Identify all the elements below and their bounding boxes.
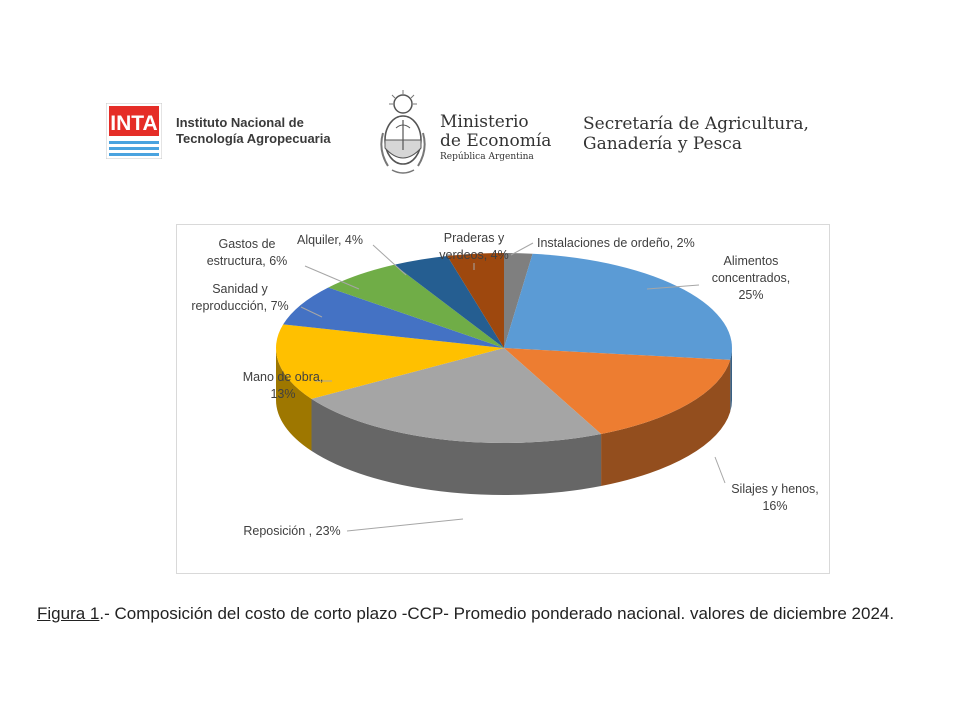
- pie-labels: Instalaciones de ordeño, 2% Alimentos conc…: [191, 231, 818, 538]
- pie-leader-alquiler-4: [372, 244, 407, 276]
- pie-slice-praderas-y-verdeos-4: [447, 253, 504, 348]
- pie-slice-instalaciones-de-ordeno-2: [504, 253, 533, 348]
- pie-chart: Instalaciones de ordeño, 2% Alimentos conc…: [176, 224, 830, 574]
- secretaria-line1: Secretaría de Agricultura,: [583, 114, 809, 134]
- figure-caption: Figura 1.- Composición del costo de cort…: [37, 600, 917, 628]
- secretaria-text: Secretaría de Agricultura, Ganadería y P…: [583, 114, 809, 154]
- pie-leader-reposicion-23: [346, 518, 464, 532]
- pie-sides: [276, 348, 732, 495]
- pie-label-instalaciones-de-ordeno-2: Instalaciones de ordeño, 2%: [537, 236, 695, 250]
- pie-label-alimentos-concentrados-25: Alimentos concentrados, 25%: [712, 254, 791, 302]
- pie-slice-reposicion-23: [311, 348, 602, 443]
- ministerio-title-line1: Ministerio: [440, 112, 529, 132]
- pie-slice-sanidad-y-reproduccion-7: [283, 287, 504, 348]
- pie-leader-instalaciones-de-ordeno-2: [510, 242, 534, 256]
- ministerio-subtitle: República Argentina: [440, 152, 534, 162]
- ministerio-text: Ministerio de Economía República Argenti…: [440, 113, 551, 163]
- header: INTA Instituto Nacional de Tecnología Ag…: [0, 0, 960, 200]
- pie-slice-silajes-y-henos-16: [504, 348, 731, 434]
- secretaria-line2: Ganadería y Pesca: [583, 134, 742, 154]
- pie-chart-svg: Instalaciones de ordeño, 2% Alimentos conc…: [191, 231, 818, 538]
- pie-leader-gastos-de-estructura-6: [304, 265, 360, 290]
- pie-leader-alimentos-concentrados-25: [646, 284, 700, 290]
- pie-slice-alquiler-4: [394, 255, 504, 348]
- pie-label-alquiler-4: Alquiler, 4%: [297, 233, 363, 247]
- figure-caption-text: .- Composición del costo de corto plazo …: [99, 604, 895, 623]
- pie-leader-lines: [300, 242, 726, 532]
- inta-name-line1: Instituto Nacional de: [176, 115, 304, 130]
- inta-logo: INTA: [106, 103, 162, 159]
- inta-logo-text: INTA: [110, 112, 157, 135]
- pie-slice-alimentos-concentrados-25: [504, 253, 732, 360]
- pie-side-reposicion-23: [311, 398, 602, 495]
- pie-label-mano-de-obra-13: Mano de obra, 13%: [243, 370, 324, 401]
- inta-name-line2: Tecnología Agropecuaria: [176, 131, 331, 146]
- pie-side-mano-de-obra-13: [276, 348, 312, 451]
- pie-tops: [276, 253, 732, 443]
- pie-side-silajes-y-henos-16: [601, 359, 731, 486]
- pie-label-silajes-y-henos-16: Silajes y henos, 16%: [731, 482, 819, 513]
- pie-side-alimentos-concentrados-25: [730, 348, 732, 412]
- pie-slice-gastos-de-estructura-6: [328, 264, 504, 348]
- pie-leader-sanidad-y-reproduccion-7: [300, 306, 323, 318]
- pie-label-praderas-y-verdeos-4: Praderas y verdeos, 4%: [439, 231, 508, 262]
- pie-slice-mano-de-obra-13: [276, 324, 504, 399]
- national-seal-icon: [380, 90, 426, 174]
- inta-name: Instituto Nacional de Tecnología Agropec…: [176, 115, 331, 147]
- ministerio-title-line2: de Economía: [440, 131, 552, 151]
- pie-label-gastos-de-estructura-6: Gastos de estructura, 6%: [207, 237, 288, 268]
- figure-reference: Figura 1: [37, 604, 100, 623]
- pie-label-sanidad-y-reproduccion-7: Sanidad y reproducción, 7%: [191, 282, 288, 313]
- pie-label-reposicion-23: Reposición , 23%: [243, 524, 340, 538]
- pie-leader-silajes-y-henos-16: [714, 456, 726, 484]
